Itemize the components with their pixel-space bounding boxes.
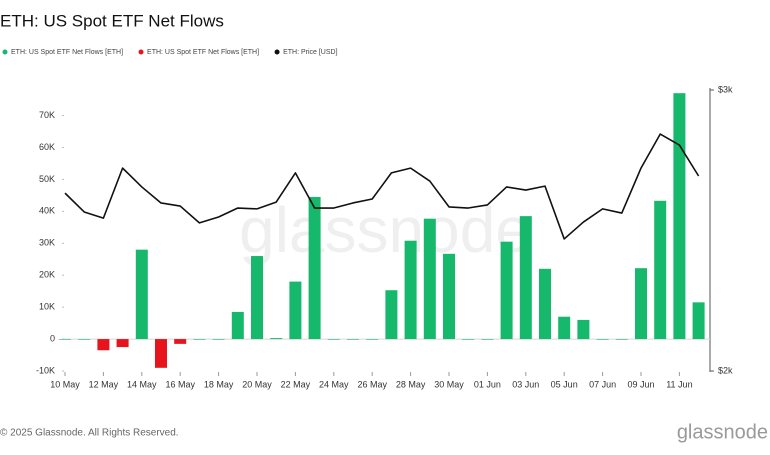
x-tick-label: 24 May [319, 379, 349, 389]
legend-label: ETH: US Spot ETF Net Flows [ETH] [147, 49, 259, 56]
x-tick-label: 30 May [434, 379, 464, 389]
x-tick-label: 03 Jun [512, 379, 539, 389]
legend-label: ETH: US Spot ETF Net Flows [ETH] [11, 49, 123, 56]
bar [615, 339, 628, 340]
y-tick-label: -10K [36, 365, 55, 375]
x-tick-label: 10 May [50, 379, 80, 389]
x-tick-label: 16 May [165, 379, 195, 389]
x-tick-label: 05 Jun [551, 379, 578, 389]
bar [404, 240, 417, 340]
bar [289, 281, 302, 340]
bar [423, 218, 436, 340]
x-tick-label: 09 Jun [627, 379, 654, 389]
y-tick-label: 40K [39, 206, 55, 216]
bar [673, 93, 686, 340]
x-tick-label: 12 May [89, 379, 119, 389]
legend-swatch [2, 49, 8, 55]
legend-label: ETH: Price [USD] [283, 49, 338, 56]
x-tick-label: 11 Jun [666, 379, 692, 389]
bar [500, 241, 513, 340]
x-tick-label: 07 Jun [589, 379, 616, 389]
price-line [64, 133, 700, 240]
bar [347, 339, 359, 340]
logo: glassnode [677, 421, 768, 443]
bar [366, 339, 379, 340]
bar [212, 339, 225, 340]
y2-tick-label: $3k [718, 84, 733, 94]
bar [135, 249, 148, 340]
bar [481, 339, 494, 340]
y-tick-label: 50K [39, 174, 55, 184]
bar [270, 338, 283, 340]
bar [231, 311, 244, 340]
bar [539, 268, 551, 340]
bar [251, 256, 263, 340]
bar [116, 339, 129, 348]
bar [443, 253, 455, 340]
bar [692, 302, 705, 340]
bar [78, 339, 91, 340]
bar [97, 339, 110, 351]
bar [155, 339, 167, 368]
bar [385, 290, 398, 340]
bar [577, 319, 590, 340]
legend-swatch [138, 49, 144, 55]
bar [174, 339, 187, 344]
y-tick-label: 10K [39, 302, 55, 312]
y-tick-label: 70K [39, 110, 55, 120]
x-tick-label: 18 May [204, 379, 234, 389]
y-tick-label: 30K [39, 238, 55, 248]
legend-swatch [274, 49, 280, 55]
x-tick-label: 14 May [127, 379, 157, 389]
x-tick-label: 01 Jun [474, 379, 501, 389]
bar [596, 339, 609, 340]
bar [193, 339, 206, 340]
bar [654, 200, 667, 340]
x-tick-label: 22 May [281, 379, 311, 389]
bar [558, 316, 571, 340]
y-tick-label: 60K [39, 142, 55, 152]
bar [635, 268, 647, 340]
x-tick-label: 26 May [357, 379, 387, 389]
bar [462, 339, 475, 340]
copyright: © 2025 Glassnode. All Rights Reserved. [0, 428, 179, 439]
bar [59, 339, 71, 340]
x-tick-label: 20 May [242, 379, 272, 389]
y-tick-label: 20K [39, 270, 55, 280]
y-tick-label: 0 [50, 333, 55, 343]
bar [519, 216, 532, 340]
y2-tick-label: $2k [718, 365, 733, 375]
bar [308, 196, 321, 340]
bar [327, 339, 340, 340]
x-tick-label: 28 May [396, 379, 426, 389]
chart-title: ETH: US Spot ETF Net Flows [0, 11, 224, 30]
